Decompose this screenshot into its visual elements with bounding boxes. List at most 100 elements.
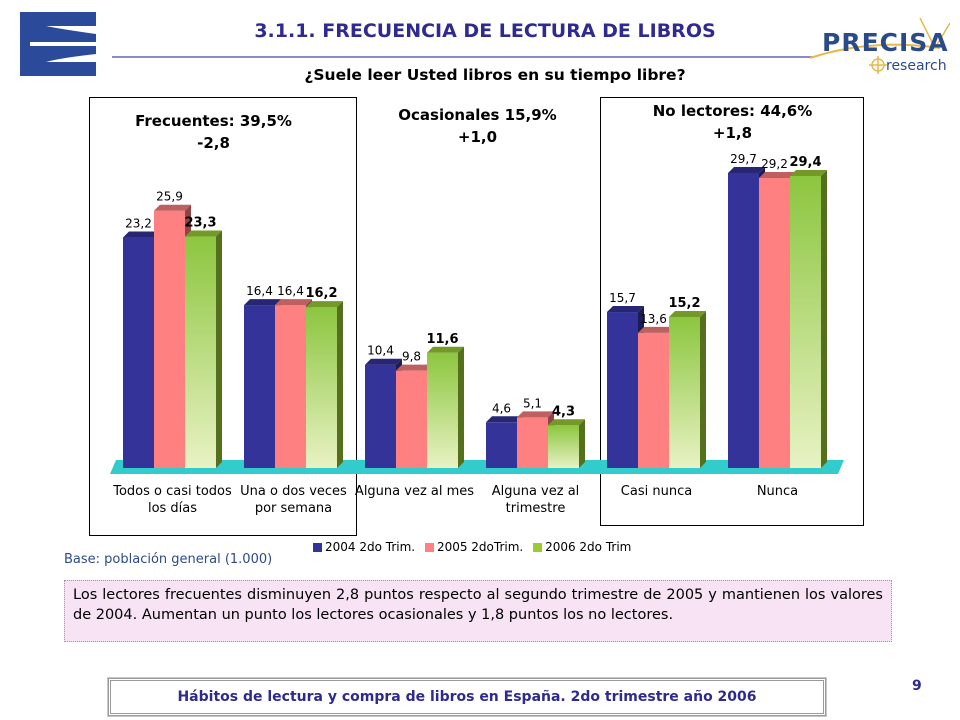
bar-side-2006-4 [700,311,706,468]
group-label-occasional-line1: Ocasionales 15,9% [398,106,557,124]
bar-top-2006-4 [669,311,706,318]
legend-label-2005: 2005 2doTrim. [436,540,524,554]
bar-side-2006-2 [458,346,464,468]
group-label-frequent-line2: -2,8 [197,134,230,152]
bar-top-2005-3 [517,411,554,418]
data-label-2004-3: 4,6 [492,401,511,415]
bar-2004-3 [486,422,517,468]
frequent-readers-box [89,97,357,536]
bar-top-2004-0 [123,231,160,238]
bar-top-2006-3 [548,419,585,426]
category-label-5: Nunca [757,484,798,499]
data-label-2006-1: 16,2 [305,286,337,301]
bar-2005-0 [154,210,185,468]
data-label-2004-5: 29,7 [730,152,757,166]
group-label-occasional: Ocasionales 15,9% +1,0 [360,104,595,148]
bar-2006-3 [548,425,579,468]
bar-top-2006-2 [427,346,464,353]
data-label-2005-0: 25,9 [156,190,183,204]
bar-top-2004-2 [365,358,402,365]
category-label-1: Una o dos veces por semana [240,484,347,516]
bar-2005-4 [638,332,669,468]
bar-2004-2 [365,364,396,468]
bar-top-2005-4 [638,326,675,333]
legend-label-2006: 2006 2do Trim [545,540,632,554]
brand-subtitle: research [886,58,947,74]
chart-legend: 2004 2do Trim. 2005 2doTrim. 2006 2do Tr… [313,540,637,555]
bar-top-2005-0 [154,204,191,211]
legend-swatch-2005 [424,542,434,552]
bar-side-2006-5 [821,169,827,468]
category-label-0: Todos o casi todos los días [112,484,232,516]
survey-question: ¿Suele leer Usted libros en su tiempo li… [304,66,686,84]
group-label-nonreaders-line2: +1,8 [712,124,753,142]
bar-top-2005-5 [759,171,796,178]
legend-item-2005: 2005 2doTrim. [424,540,524,554]
data-label-2006-0: 23,3 [184,216,216,231]
category-label-3: Alguna vez al trimestre [492,484,580,516]
bar-chart: 23,2 25,923,3 Todos o casi todos los días 16… [110,152,844,516]
data-label-2005-5: 29,2 [761,157,788,171]
bar-top-2004-4 [607,306,644,313]
data-label-2006-3: 4,3 [552,404,575,419]
bar-top-2005-1 [275,299,312,306]
bar-top-2006-1 [306,301,343,308]
summary-text: Los lectores frecuentes disminuyen 2,8 p… [64,580,892,642]
bar-2006-0 [185,236,216,468]
bar-top-2006-5 [790,169,827,176]
legend-label-2004: 2004 2do Trim. [325,540,416,554]
data-label-2006-2: 11,6 [426,332,458,347]
data-label-2006-5: 29,4 [789,155,821,170]
group-label-frequent-line1: Frecuentes: 39,5% [135,112,292,130]
group-label-nonreaders: No lectores: 44,6% +1,8 [610,100,855,144]
bar-2005-3 [517,417,548,468]
bar-2004-5 [728,172,759,469]
bar-top-2004-3 [486,416,523,423]
bar-side-2006-1 [337,301,343,468]
bar-top-2004-5 [728,166,765,173]
group-label-frequent: Frecuentes: 39,5% -2,8 [96,110,331,154]
title-divider [112,56,812,58]
page-title: 3.1.1. FRECUENCIA DE LECTURA DE LIBROS [254,20,716,42]
bar-top-2004-1 [244,299,281,306]
legend-swatch-2006 [533,542,543,552]
bar-2004-4 [607,312,638,468]
data-label-2004-2: 10,4 [367,344,394,358]
brand-name: PRECISA [822,28,949,57]
bar-top-2006-0 [185,230,222,237]
legend-item-2006: 2006 2do Trim [533,540,631,554]
category-label-2: Alguna vez al mes [355,484,474,499]
data-label-2004-1: 16,4 [246,284,273,298]
bar-side-2006-0 [216,230,222,468]
data-label-2006-4: 15,2 [668,296,700,311]
legend-swatch-2004 [313,542,322,552]
bar-2005-1 [275,305,306,468]
data-label-2005-4: 13,6 [640,312,667,326]
data-label-2005-2: 9,8 [402,350,421,364]
bar-2006-1 [306,307,337,468]
group-label-occasional-line2: +1,0 [457,128,498,146]
data-label-2005-3: 5,1 [523,396,542,410]
legend-item-2004: 2004 2do Trim. [313,540,415,554]
non-readers-box [600,97,864,526]
bar-2006-4 [669,317,700,468]
bar-2005-2 [396,370,427,468]
data-label-2004-4: 15,7 [609,291,636,305]
group-label-nonreaders-line1: No lectores: 44,6% [652,102,813,120]
brand-logo: PRECISA research [790,18,950,82]
base-note: Base: población general (1.000) [64,552,273,567]
brand-swoosh-icon [809,18,950,74]
data-label-2004-0: 23,2 [125,217,152,231]
footer-title: Hábitos de lectura y compra de libros en… [107,677,827,717]
bar-2004-0 [123,237,154,468]
bar-2004-1 [244,305,275,468]
bar-side-2006-3 [579,419,585,468]
category-label-4: Casi nunca [621,484,692,499]
bar-2006-5 [790,175,821,468]
bar-top-2005-2 [396,364,433,371]
data-label-2005-1: 16,4 [277,284,304,298]
company-logo [20,12,96,76]
bar-2005-5 [759,177,790,469]
bar-2006-2 [427,352,458,468]
page-number: 9 [912,678,922,694]
